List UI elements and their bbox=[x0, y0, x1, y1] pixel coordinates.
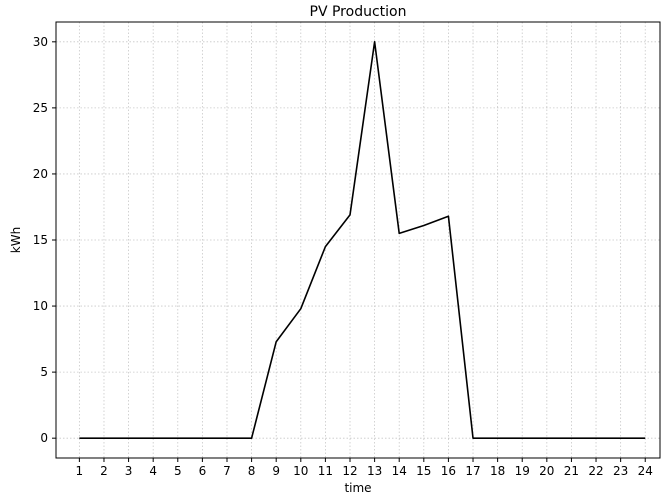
y-tick-label: 0 bbox=[40, 431, 48, 445]
x-tick-label: 4 bbox=[149, 464, 157, 478]
x-tick-label: 11 bbox=[318, 464, 333, 478]
y-tick-label: 15 bbox=[33, 233, 48, 247]
x-tick-label: 19 bbox=[515, 464, 530, 478]
x-tick-label: 2 bbox=[100, 464, 108, 478]
x-tick-label: 15 bbox=[416, 464, 431, 478]
y-tick-label: 10 bbox=[33, 299, 48, 313]
x-tick-label: 5 bbox=[174, 464, 182, 478]
x-axis-title: time bbox=[344, 481, 371, 495]
x-tick-label: 16 bbox=[441, 464, 456, 478]
y-axis-title: kWh bbox=[9, 227, 23, 253]
series-layer bbox=[79, 41, 646, 439]
x-tick-label: 7 bbox=[223, 464, 231, 478]
x-tick-label: 23 bbox=[613, 464, 628, 478]
x-tick-label: 14 bbox=[392, 464, 407, 478]
y-tick-label: 20 bbox=[33, 167, 48, 181]
x-tick-label: 6 bbox=[199, 464, 207, 478]
y-tick-label: 5 bbox=[40, 365, 48, 379]
x-tick-label: 22 bbox=[588, 464, 603, 478]
x-tick-label: 20 bbox=[539, 464, 554, 478]
y-tick-label: 30 bbox=[33, 35, 48, 49]
y-tick-label: 25 bbox=[33, 101, 48, 115]
x-tick-label: 12 bbox=[342, 464, 357, 478]
x-tick-label: 8 bbox=[248, 464, 256, 478]
grid-lines bbox=[56, 22, 660, 458]
x-tick-label: 10 bbox=[293, 464, 308, 478]
x-tick-label: 24 bbox=[638, 464, 653, 478]
x-tick-label: 21 bbox=[564, 464, 579, 478]
x-tick-label: 9 bbox=[272, 464, 280, 478]
axis-ticks: 1 2 3 4 5 6 7 8 9 10 11 12 13 14 15 16 17 18 19 20 21 22 23 240… bbox=[33, 35, 653, 478]
x-tick-label: 3 bbox=[125, 464, 133, 478]
series-line bbox=[79, 41, 646, 439]
x-tick-label: 1 bbox=[76, 464, 84, 478]
x-tick-label: 17 bbox=[465, 464, 480, 478]
x-tick-label: 13 bbox=[367, 464, 382, 478]
x-tick-label: 18 bbox=[490, 464, 505, 478]
chart-title: PV Production bbox=[310, 4, 407, 20]
